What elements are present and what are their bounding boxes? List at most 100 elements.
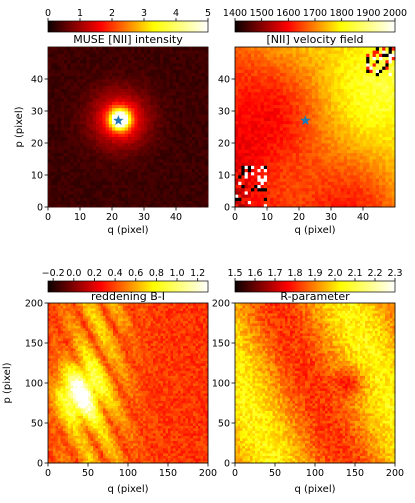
heatmap-cell xyxy=(108,50,113,54)
heatmap-cell xyxy=(105,162,110,166)
heatmap-cell xyxy=(299,95,303,99)
heatmap-cell xyxy=(64,155,68,160)
heatmap-cell xyxy=(263,98,268,102)
heatmap-cell xyxy=(108,175,113,179)
heatmap-cell xyxy=(315,178,319,182)
heatmap-cell xyxy=(254,143,258,147)
heatmap-cell xyxy=(108,123,113,128)
heatmap-cell xyxy=(176,47,180,51)
heatmap-cell xyxy=(334,63,338,67)
heatmap-cell xyxy=(54,187,58,192)
heatmap-cell xyxy=(391,133,396,137)
heatmap-cell xyxy=(267,152,271,157)
colorbar-tick-label: 1800 xyxy=(330,8,354,19)
heatmap-cell xyxy=(73,50,78,54)
heatmap-cell xyxy=(311,72,316,77)
heatmap-cell xyxy=(241,56,245,61)
heatmap-cell xyxy=(251,168,255,173)
heatmap-cell xyxy=(51,66,55,70)
heatmap-cell xyxy=(391,72,396,77)
heatmap-cell xyxy=(118,133,122,137)
heatmap-cell xyxy=(147,56,151,61)
heatmap-cell xyxy=(321,63,325,67)
heatmap-cell xyxy=(80,184,84,189)
heatmap-cell xyxy=(340,181,345,185)
heatmap-cell xyxy=(134,200,138,205)
heatmap-cell xyxy=(353,63,357,67)
heatmap-cell xyxy=(137,72,142,77)
heatmap-cell xyxy=(254,168,258,173)
heatmap-cell xyxy=(179,162,183,166)
heatmap-cell xyxy=(57,130,62,134)
heatmap-cell xyxy=(188,72,193,77)
heatmap-cell xyxy=(388,184,393,189)
heatmap-cell xyxy=(366,130,370,134)
heatmap-cell xyxy=(128,168,132,173)
heatmap-cell xyxy=(276,85,281,89)
heatmap-cell xyxy=(102,152,106,157)
heatmap-cell xyxy=(260,69,265,73)
heatmap-cell xyxy=(112,107,116,112)
heatmap-cell xyxy=(108,98,113,102)
heatmap-cell xyxy=(263,66,268,70)
heatmap-cell xyxy=(80,111,84,115)
heatmap-cell xyxy=(260,63,265,67)
heatmap-cell xyxy=(156,98,161,102)
heatmap-cell xyxy=(96,101,100,105)
heatmap-cell xyxy=(102,72,106,77)
heatmap-cell xyxy=(153,168,158,173)
heatmap-cell xyxy=(86,104,90,109)
heatmap-cell xyxy=(270,59,274,64)
heatmap-cell xyxy=(124,50,129,54)
heatmap-cell xyxy=(289,98,293,102)
heatmap-cell xyxy=(289,111,293,115)
heatmap-cell xyxy=(388,75,393,80)
heatmap-cell xyxy=(343,59,348,64)
heatmap-cell xyxy=(350,53,354,57)
heatmap-cell xyxy=(315,79,319,83)
heatmap-cell xyxy=(54,155,58,160)
heatmap-cell xyxy=(153,111,158,115)
heatmap-cell xyxy=(385,111,389,115)
heatmap-cell xyxy=(112,53,116,57)
heatmap-cell xyxy=(102,82,106,86)
heatmap-cell xyxy=(359,117,364,121)
heatmap-cell xyxy=(359,165,364,169)
heatmap-cell xyxy=(115,91,119,96)
heatmap-cell xyxy=(64,123,68,128)
heatmap-cell xyxy=(48,181,52,185)
heatmap-cell xyxy=(315,66,319,70)
heatmap-cell xyxy=(343,91,348,96)
heatmap-cell xyxy=(108,200,113,205)
heatmap-cell xyxy=(270,66,274,70)
heatmap-cell xyxy=(115,159,119,163)
heatmap-cell xyxy=(286,82,290,86)
heatmap-cell xyxy=(343,178,348,182)
heatmap-cell xyxy=(166,178,170,182)
heatmap-cell xyxy=(195,88,199,93)
heatmap-cell xyxy=(244,143,249,147)
heatmap-cell xyxy=(121,162,126,166)
heatmap-cell xyxy=(295,200,300,205)
heatmap-cell xyxy=(96,104,100,109)
heatmap-cell xyxy=(343,139,348,144)
heatmap-cell xyxy=(160,79,164,83)
heatmap-cell xyxy=(295,165,300,169)
heatmap-cell xyxy=(80,72,84,77)
heatmap-cell xyxy=(204,191,209,195)
heatmap-cell xyxy=(137,203,142,208)
heatmap-cell xyxy=(321,59,325,64)
heatmap-cell xyxy=(350,82,354,86)
heatmap-cell xyxy=(299,184,303,189)
heatmap-cell xyxy=(324,146,329,150)
heatmap-cell xyxy=(366,181,370,185)
heatmap-cell xyxy=(204,200,209,205)
heatmap-cell xyxy=(385,155,389,160)
heatmap-cell xyxy=(92,184,97,189)
heatmap-cell xyxy=(54,162,58,166)
heatmap-cell xyxy=(54,175,58,179)
heatmap-cell xyxy=(134,127,138,131)
heatmap-cell xyxy=(96,114,100,118)
heatmap-cell xyxy=(283,159,287,163)
heatmap-cell xyxy=(112,75,116,80)
